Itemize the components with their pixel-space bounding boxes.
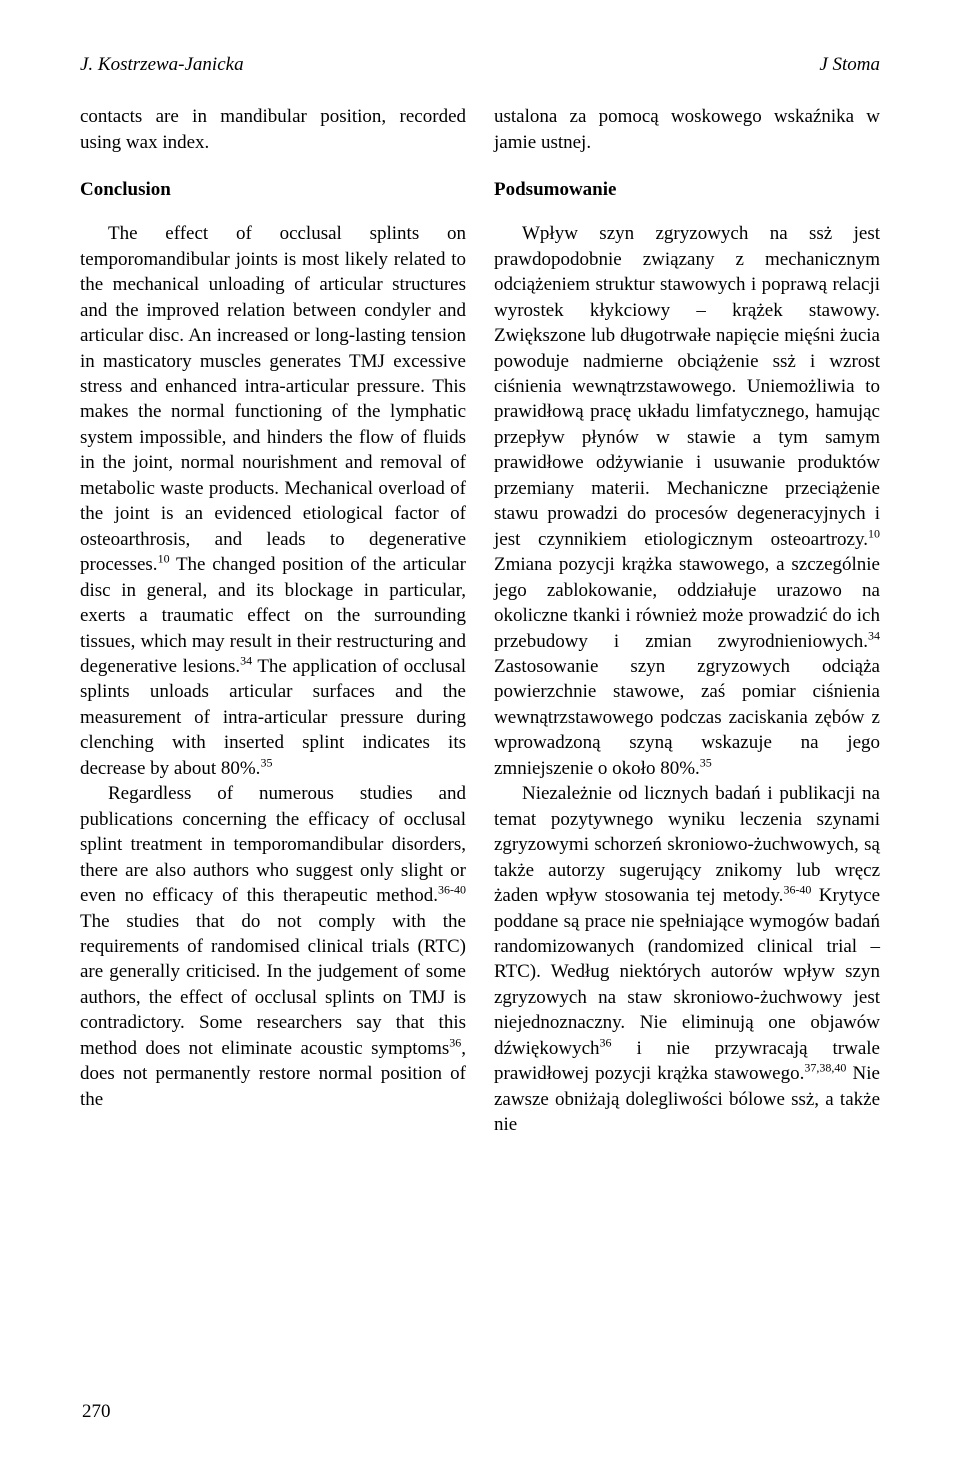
- intro-right: ustalona za pomocą woskowego wskaźnika w…: [494, 104, 880, 155]
- left-para-2: Regardless of numerous studies and publi…: [80, 781, 466, 1112]
- left-sup1: 10: [158, 552, 170, 566]
- left-sup5: 36: [449, 1035, 461, 1049]
- right-sup5: 36: [600, 1035, 612, 1049]
- intro-left: contacts are in mandibular position, rec…: [80, 104, 466, 155]
- left-p2a: Regardless of numerous studies and publi…: [80, 783, 466, 906]
- left-sup3: 35: [260, 755, 272, 769]
- right-p1a: Wpływ szyn zgryzowych na ssż jest prawdo…: [494, 223, 880, 549]
- header-journal: J Stoma: [819, 54, 880, 76]
- left-para-1: The effect of occlusal splints on tempor…: [80, 221, 466, 781]
- right-p2b: Krytyce poddane są prace nie spełniające…: [494, 885, 880, 1059]
- right-sup4: 36-40: [783, 883, 811, 897]
- right-sup1: 10: [868, 526, 880, 540]
- right-p1b: Zmiana pozycji krążka stawowego, a szcze…: [494, 554, 880, 651]
- left-p2b: The studies that do not comply with the …: [80, 911, 466, 1059]
- right-para-2: Niezależnie od licznych badań i publikac…: [494, 781, 880, 1137]
- header-author: J. Kostrzewa-Janicka: [80, 54, 244, 76]
- body-columns: The effect of occlusal splints on tempor…: [80, 221, 880, 1137]
- right-sup2: 34: [868, 628, 880, 642]
- left-p1a: The effect of occlusal splints on tempor…: [80, 223, 466, 575]
- right-sup6: 37,38,40: [804, 1061, 846, 1075]
- left-sup4: 36-40: [438, 883, 466, 897]
- section-title-left: Conclusion: [80, 179, 466, 201]
- left-sup2: 34: [240, 654, 252, 668]
- left-column: The effect of occlusal splints on tempor…: [80, 221, 466, 1137]
- intro-row: contacts are in mandibular position, rec…: [80, 104, 880, 155]
- right-para-1: Wpływ szyn zgryzowych na ssż jest prawdo…: [494, 221, 880, 781]
- section-title-right: Podsumowanie: [494, 179, 880, 201]
- running-header: J. Kostrzewa-Janicka J Stoma: [80, 54, 880, 76]
- page-number: 270: [82, 1401, 111, 1423]
- right-sup3: 35: [700, 755, 712, 769]
- right-column: Wpływ szyn zgryzowych na ssż jest prawdo…: [494, 221, 880, 1137]
- section-titles-row: Conclusion Podsumowanie: [80, 179, 880, 201]
- right-p1c: Zastosowanie szyn zgryzowych odciąża pow…: [494, 656, 880, 779]
